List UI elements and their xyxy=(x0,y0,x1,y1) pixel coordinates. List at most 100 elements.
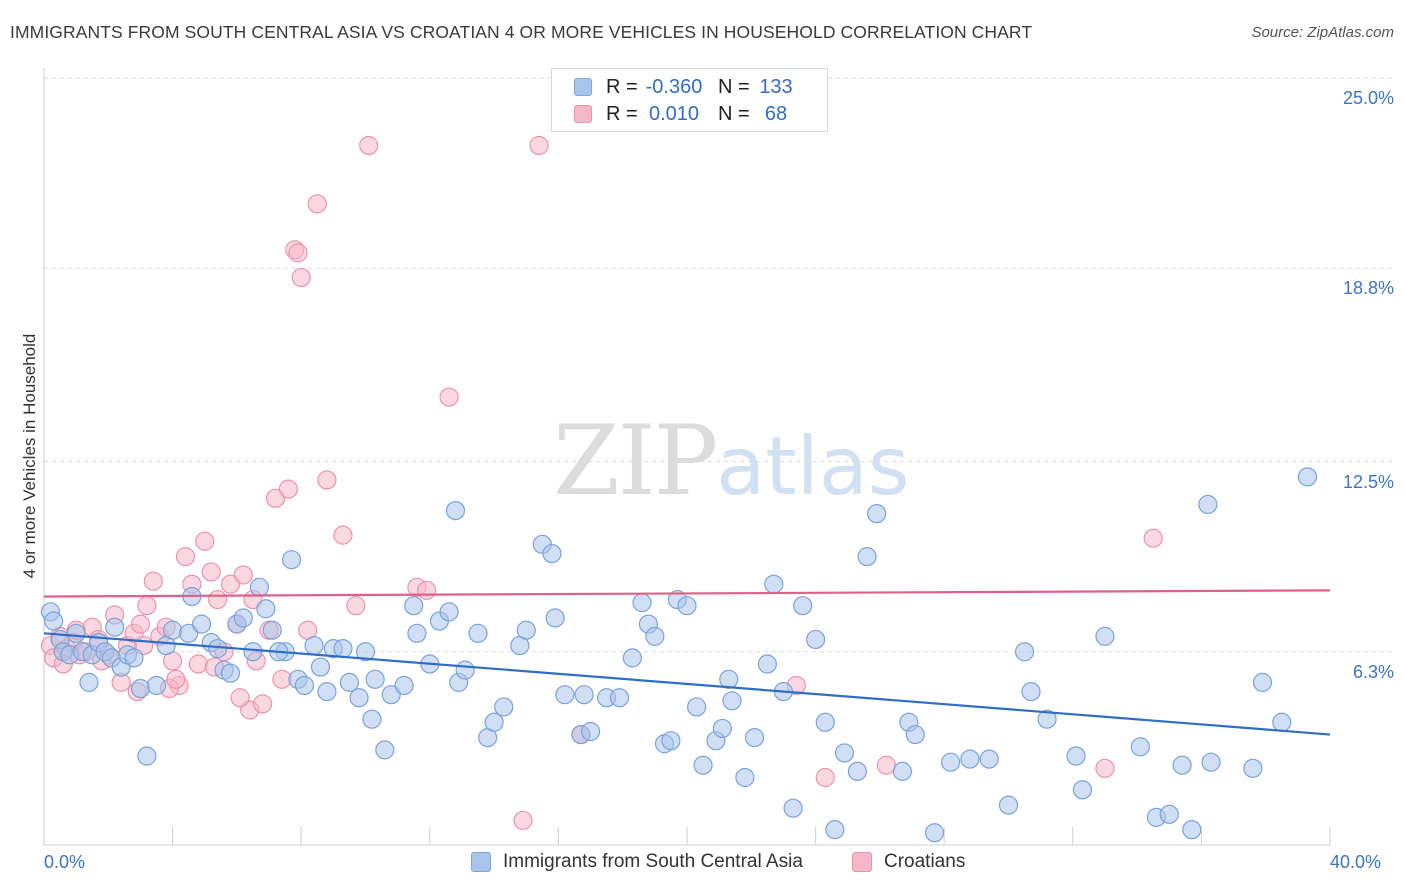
south-central-asia-point xyxy=(867,504,887,524)
south-central-asia-point xyxy=(1272,712,1292,732)
south-central-asia-point xyxy=(1095,626,1115,646)
south-central-asia-point xyxy=(693,755,713,775)
south-central-asia-point xyxy=(661,731,681,751)
croatians-point xyxy=(876,755,896,775)
croatians-point xyxy=(272,669,292,689)
legend-row-blue: R = -0.360 N = 133 xyxy=(574,75,796,99)
south-central-asia-point xyxy=(256,599,276,619)
south-central-asia-point xyxy=(712,718,732,739)
legend-item-label: Immigrants from South Central Asia xyxy=(503,851,803,872)
south-central-asia-point xyxy=(834,743,855,763)
croatians-point xyxy=(333,525,353,545)
south-central-asia-point xyxy=(1014,642,1035,662)
south-central-asia-point xyxy=(468,623,488,643)
croatians-point xyxy=(130,614,151,634)
grid-lines xyxy=(44,77,1392,653)
south-central-asia-point xyxy=(1072,780,1093,800)
chart-title: IMMIGRANTS FROM SOUTH CENTRAL ASIA VS CR… xyxy=(10,22,1033,42)
series-croatians-points xyxy=(40,135,1163,831)
legend-row-pink: R = 0.010 N = 68 xyxy=(574,102,796,126)
south-central-asia-point xyxy=(687,697,707,717)
legend-swatch-blue xyxy=(574,78,592,96)
south-central-asia-point xyxy=(163,620,183,640)
legend-n-label: N = xyxy=(718,102,750,125)
south-central-asia-point xyxy=(574,685,594,705)
croatians-point xyxy=(317,470,337,490)
south-central-asia-point xyxy=(805,629,826,650)
x-tick-label-min: 0.0% xyxy=(44,852,86,872)
south-central-asia-point xyxy=(941,752,961,772)
croatians-point xyxy=(166,669,186,689)
south-central-asia-point xyxy=(1198,494,1218,515)
south-central-asia-point xyxy=(1182,820,1202,840)
south-central-asia-point xyxy=(394,675,414,696)
south-central-asia-point xyxy=(825,820,845,840)
south-central-asia-point xyxy=(892,761,913,781)
south-central-asia-point xyxy=(404,596,424,616)
south-central-asia-point xyxy=(1066,746,1086,766)
south-central-asia-point xyxy=(1252,672,1273,692)
south-central-asia-point xyxy=(1297,467,1318,487)
stats-legend: R = -0.360 N = 133 R = 0.010 N = 68 xyxy=(551,68,828,132)
south-central-asia-point xyxy=(744,728,765,748)
south-central-asia-point xyxy=(757,654,777,674)
legend-item-label: Croatians xyxy=(884,851,966,872)
y-tick-label: 6.3% xyxy=(1352,661,1394,682)
south-central-asia-point xyxy=(645,626,665,646)
croatians-point xyxy=(529,135,549,156)
south-central-asia-point xyxy=(516,620,536,640)
series-legend: Immigrants from South Central Asia Croat… xyxy=(0,851,1406,877)
south-central-asia-point xyxy=(494,697,514,717)
croatians-point xyxy=(288,243,308,263)
south-central-asia-point xyxy=(815,712,835,732)
south-central-asia-point xyxy=(1037,709,1057,729)
croatians-point xyxy=(1143,528,1163,548)
south-central-asia-point xyxy=(294,675,315,696)
croatians-point xyxy=(230,688,250,708)
croatians-point xyxy=(208,589,228,610)
south-central-asia-point xyxy=(677,596,697,616)
south-central-asia-point xyxy=(484,712,504,732)
trend-lines xyxy=(43,589,1331,736)
croatians-point xyxy=(513,810,533,831)
south-central-asia-point xyxy=(281,550,302,570)
south-central-asia-point xyxy=(407,623,427,643)
trend-line-croatians xyxy=(43,589,1331,598)
croatians-point xyxy=(188,654,208,674)
croatians-point xyxy=(278,479,298,499)
croatians-point xyxy=(291,267,311,288)
south-central-asia-point xyxy=(1021,681,1041,702)
legend-n-value: 133 xyxy=(759,75,793,98)
croatians-point xyxy=(137,596,157,616)
legend-r-label: R = xyxy=(606,102,638,125)
south-central-asia-point xyxy=(722,691,742,711)
croatians-point xyxy=(307,194,327,214)
south-central-asia-point xyxy=(233,608,253,628)
south-central-asia-point xyxy=(455,660,475,680)
south-central-asia-point xyxy=(105,617,125,637)
legend-n-label: N = xyxy=(718,75,750,98)
south-central-asia-point xyxy=(905,724,925,745)
south-central-asia-point xyxy=(365,669,385,689)
croatians-point xyxy=(195,531,215,551)
south-central-asia-point xyxy=(208,639,228,659)
south-central-asia-point xyxy=(66,623,86,643)
south-central-asia-point xyxy=(542,543,562,564)
legend-r-value: -0.360 xyxy=(645,75,703,98)
south-central-asia-point xyxy=(847,761,867,781)
croatians-point xyxy=(201,562,221,582)
south-central-asia-point xyxy=(243,642,263,662)
south-central-asia-point xyxy=(146,675,167,696)
source-label: Source: ZipAtlas.com xyxy=(1251,24,1394,41)
axes xyxy=(43,68,1331,846)
south-central-asia-point xyxy=(124,648,144,668)
south-central-asia-point xyxy=(249,577,270,597)
legend-swatch-pink xyxy=(852,852,872,872)
south-central-asia-point xyxy=(764,574,784,594)
legend-item-croatians[interactable]: Croatians xyxy=(852,851,965,873)
south-central-asia-point xyxy=(439,602,459,622)
south-central-asia-point xyxy=(609,688,630,708)
south-central-asia-point xyxy=(1159,804,1179,824)
south-central-asia-point xyxy=(719,669,739,689)
legend-item-south-central-asia[interactable]: Immigrants from South Central Asia xyxy=(471,851,803,873)
